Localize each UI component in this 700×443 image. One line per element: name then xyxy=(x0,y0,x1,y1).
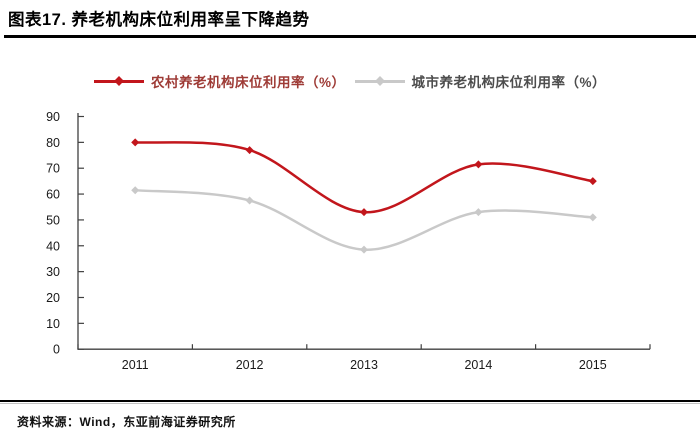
rural-line-swatch xyxy=(93,76,144,86)
legend-label-rural: 农村养老机构床位利用率（%） xyxy=(150,75,346,90)
svg-text:2014: 2014 xyxy=(464,358,492,372)
legend-item-rural: 农村养老机构床位利用率（%） xyxy=(93,71,346,91)
svg-text:50: 50 xyxy=(46,213,60,227)
svg-text:0: 0 xyxy=(53,343,60,357)
svg-text:2013: 2013 xyxy=(350,358,378,372)
svg-text:80: 80 xyxy=(46,136,60,150)
svg-text:60: 60 xyxy=(46,188,60,202)
svg-text:2011: 2011 xyxy=(122,358,149,372)
urban-line-swatch xyxy=(354,76,405,86)
svg-text:20: 20 xyxy=(46,291,60,305)
footer-divider-shadow xyxy=(0,403,700,404)
svg-text:40: 40 xyxy=(46,239,60,253)
legend-item-urban: 城市养老机构床位利用率（%） xyxy=(354,71,607,91)
svg-text:2015: 2015 xyxy=(579,358,607,372)
svg-text:90: 90 xyxy=(46,110,60,124)
chart-canvas: 0 10 20 30 40 50 60 70 80 90 2011 2012 2013 2014 2015 xyxy=(46,110,651,372)
footer-divider xyxy=(0,400,700,402)
figure-title: 图表17. 养老机构床位利用率呈下降趋势 xyxy=(8,11,310,29)
source-note: 资料来源：Wind，东亚前海证券研究所 xyxy=(17,415,236,429)
svg-text:30: 30 xyxy=(46,265,60,279)
svg-text:70: 70 xyxy=(46,162,60,176)
legend-label-urban: 城市养老机构床位利用率（%） xyxy=(411,75,607,90)
svg-text:10: 10 xyxy=(46,317,60,331)
title-divider xyxy=(4,35,696,38)
svg-text:2012: 2012 xyxy=(236,358,264,372)
chart-legend: 农村养老机构床位利用率（%） 城市养老机构床位利用率（%） xyxy=(0,69,700,93)
